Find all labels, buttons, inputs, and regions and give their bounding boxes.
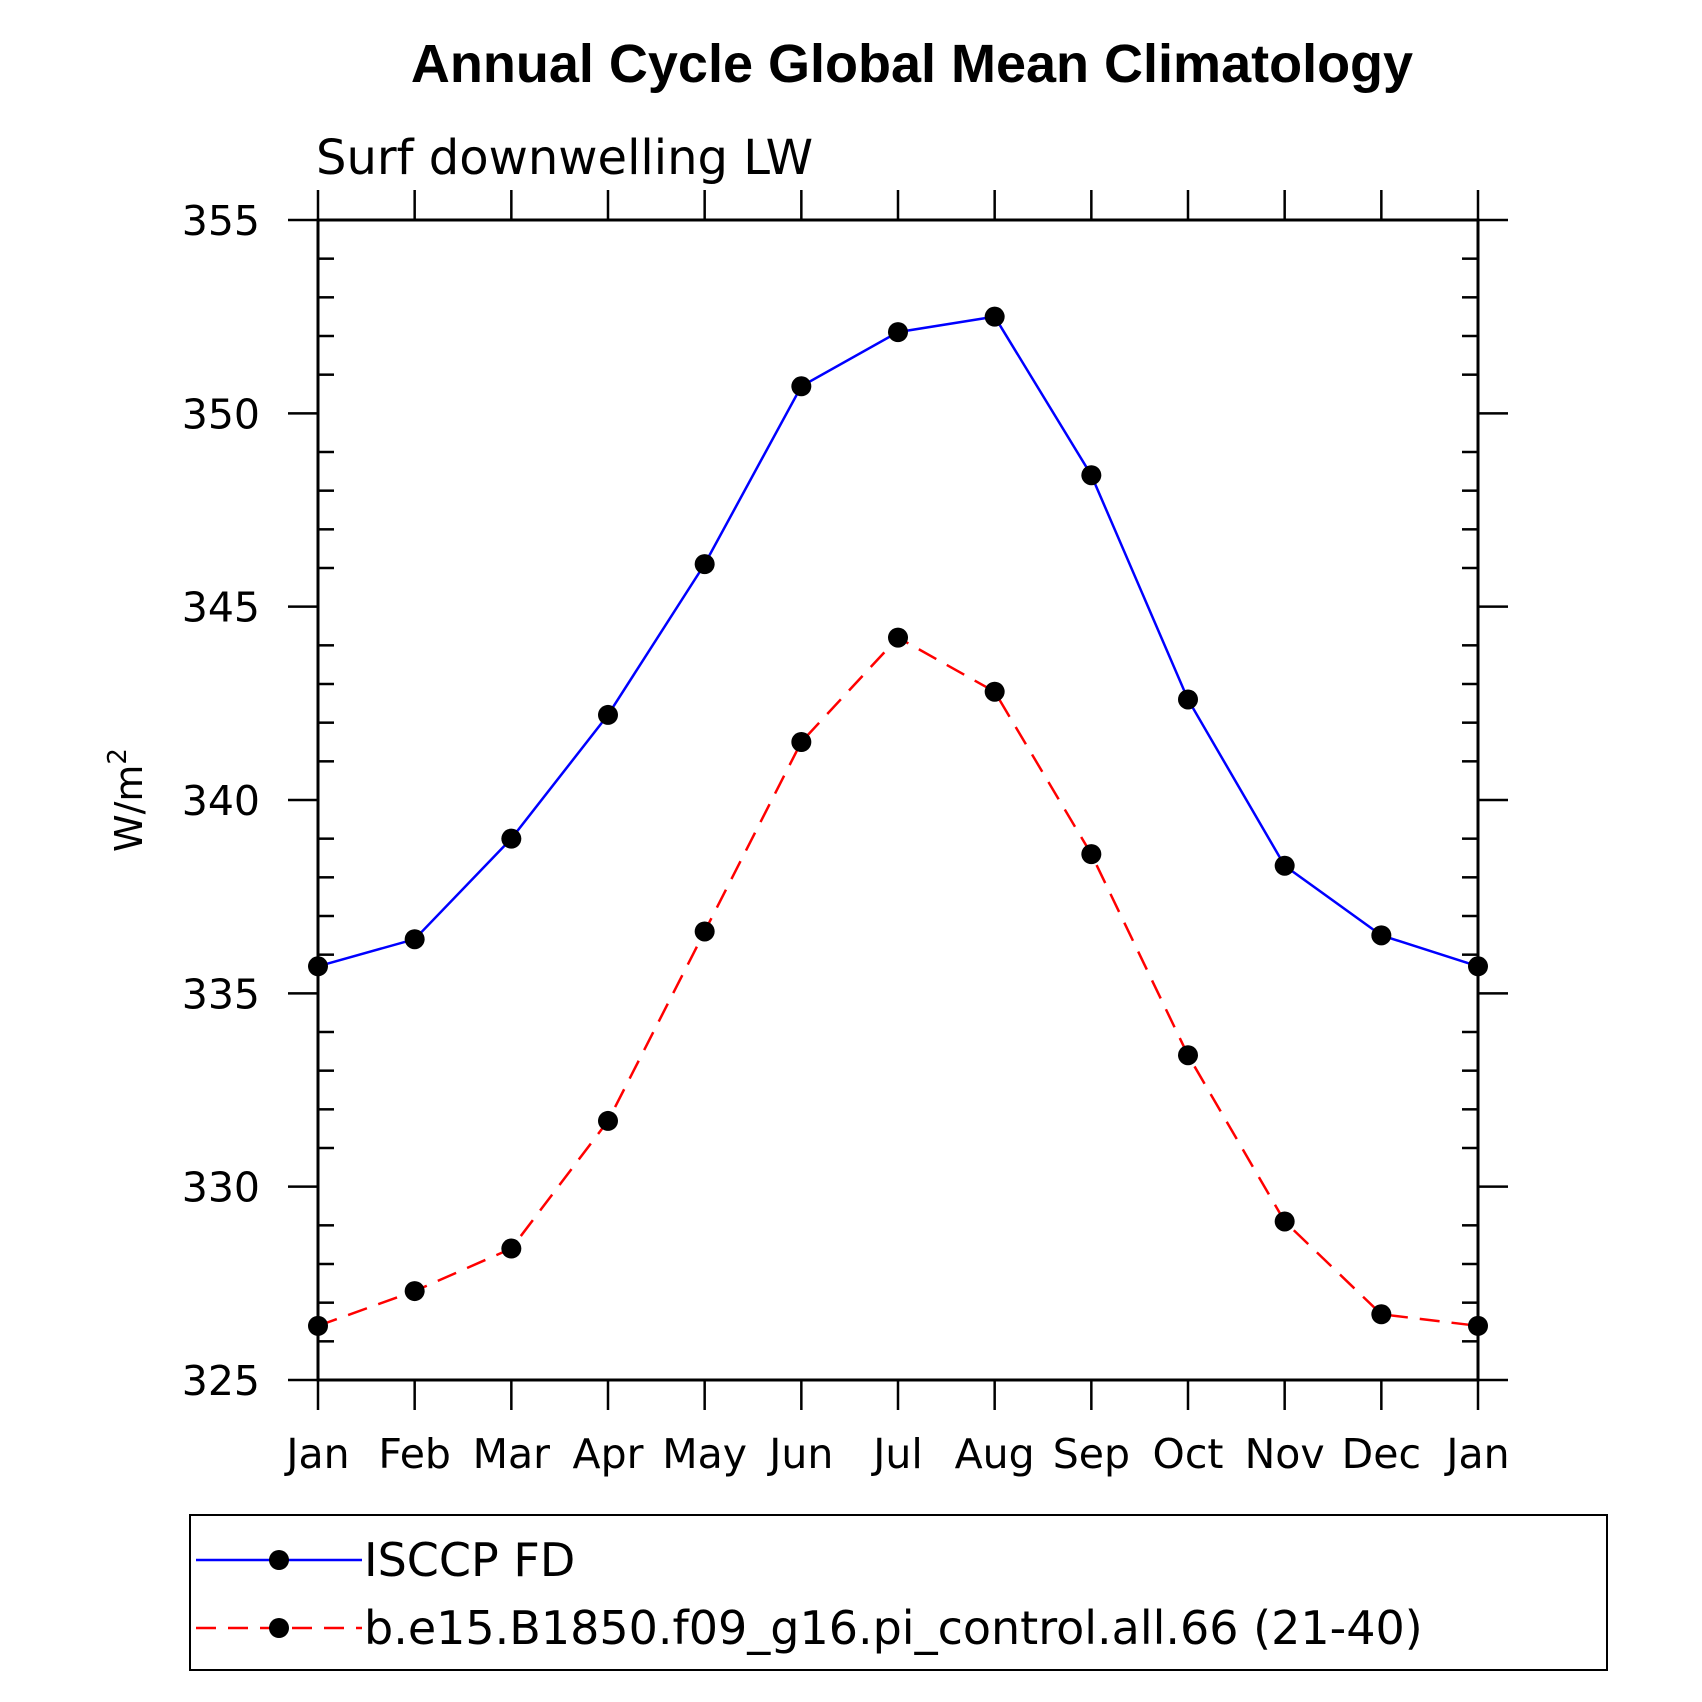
series-line-1 [317,636,1479,1328]
y-tick-label: 355 [182,197,260,245]
series-0-point [1371,925,1392,946]
series-1-point [404,1281,425,1302]
series-0-point [1178,689,1198,710]
x-tick-label: Jul [870,1430,922,1478]
x-tick-label: May [662,1430,747,1478]
chart-title: Annual Cycle Global Mean Climatology [411,34,1413,94]
y-tick-label: 330 [182,1164,260,1212]
x-tick-label: Feb [378,1430,451,1478]
series-0-point [501,828,522,849]
series-1-point [1081,844,1102,865]
x-tick-label: Mar [473,1430,550,1478]
series-0-point [598,704,618,725]
x-tick-label: Jun [766,1430,833,1478]
series-layer [308,306,1488,1336]
legend-marker-isccp [269,1550,289,1570]
series-0-point [694,554,715,575]
series-1-point [501,1238,522,1259]
x-tick-label: Oct [1153,1430,1224,1478]
y-tick-label: 335 [182,970,260,1018]
x-tick-label: Dec [1342,1430,1421,1478]
plot-frame [316,218,1480,1382]
y-tick-label: 325 [182,1357,260,1405]
axis-ticks [288,190,1508,1410]
series-0-point [1274,855,1295,876]
y-tick-label: 345 [182,584,260,632]
legend-box [189,1514,1608,1671]
legend: ISCCP FD b.e15.B1850.f09_g16.pi_control.… [189,1514,1608,1671]
series-1-point [984,681,1005,702]
series-0-point [888,322,908,343]
series-0-point [1081,465,1102,486]
x-tick-label: Jan [283,1430,349,1478]
y-tick-labels: 325 330 335 340 345 350 355 [182,197,260,1405]
y-axis-label: W/m2 [103,748,151,852]
series-1-point [1371,1304,1392,1325]
series-1-point [888,627,908,648]
chart-subtitle: Surf downwelling LW [316,130,813,186]
y-tick-label: 350 [182,390,260,438]
y-axis-label-superscript: 2 [103,748,133,765]
x-tick-labels: Jan Feb Mar Apr May Jun Jul Aug Sep Oct Nov Dec Jan [283,1430,1509,1478]
y-axis-label-units: W/m [107,765,151,852]
x-tick-label: Aug [955,1430,1035,1478]
legend-label-isccp: ISCCP FD [364,1533,575,1587]
series-0-point [984,306,1005,327]
legend-marker-model [269,1618,289,1638]
series-1-point [791,732,812,752]
x-tick-label: Nov [1245,1430,1325,1478]
series-1-point [1274,1211,1295,1232]
x-tick-label: Sep [1053,1430,1130,1478]
series-0-point [404,929,425,950]
series-1-point [1178,1045,1198,1066]
series-0-point [791,376,812,397]
x-tick-label: Jan [1443,1430,1509,1478]
legend-label-model: b.e15.B1850.f09_g16.pi_control.all.66 (2… [364,1601,1423,1655]
x-tick-label: Apr [573,1430,644,1478]
series-1-point [598,1110,618,1131]
y-tick-label: 340 [182,777,260,825]
series-1-point [694,921,715,942]
